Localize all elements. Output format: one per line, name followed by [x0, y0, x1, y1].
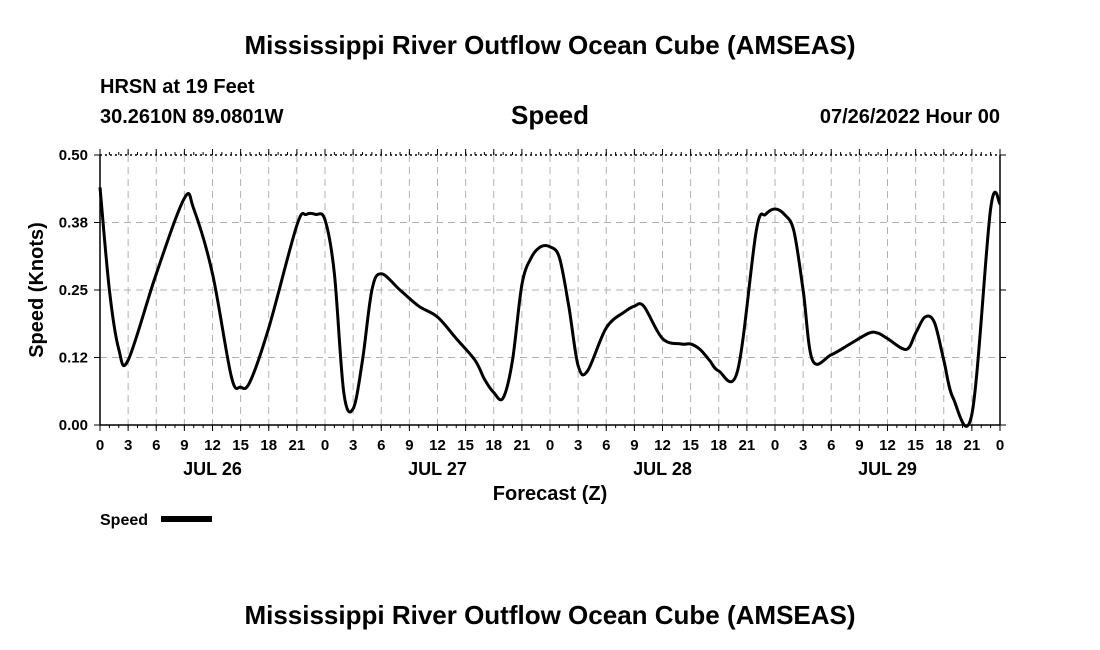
x-tick-label: 21 [964, 437, 981, 454]
x-tick-label: 15 [457, 437, 474, 454]
day-label: JUL 29 [858, 459, 917, 479]
grid-lines [100, 155, 1000, 425]
x-tick-label: 12 [204, 437, 221, 454]
day-label: JUL 26 [183, 459, 242, 479]
x-tick-label: 18 [710, 437, 727, 454]
x-tick-label: 0 [996, 437, 1004, 454]
forecast-date-label: 07/26/2022 Hour 00 [819, 106, 1000, 128]
x-axis-label: Forecast (Z) [493, 483, 607, 505]
x-tick-label: 3 [124, 437, 132, 454]
x-tick-label: 6 [827, 437, 835, 454]
x-tick-label: 6 [377, 437, 385, 454]
station-label: HRSN at 19 Feet [100, 76, 255, 98]
x-tick-label: 15 [232, 437, 249, 454]
y-tick-label: 0.00 [59, 417, 88, 434]
chart-subtitle: Speed [510, 100, 590, 130]
speed-chart: 0 3 6 9 12 15 18 21 0 3 6 9 12 15 18 21 0 3 6 9 12 15 18 21 0 3 6 9… [26, 147, 1006, 529]
x-tick-label: 21 [514, 437, 531, 454]
x-tick-label: 0 [771, 437, 779, 454]
x-tick-label: 3 [349, 437, 357, 454]
day-label: JUL 27 [408, 459, 467, 479]
x-tick-label: 15 [682, 437, 699, 454]
x-tick-label: 15 [907, 437, 924, 454]
x-tick-label: 3 [799, 437, 807, 454]
y-tick-label: 0.25 [59, 282, 88, 299]
axes [94, 149, 1006, 431]
day-label: JUL 28 [633, 459, 692, 479]
legend-label: Speed [100, 512, 148, 529]
coordinates-label: 30.2610N 89.0801W [100, 106, 284, 128]
speed-series-line [98, 187, 1002, 428]
tick-labels: 0 3 6 9 12 15 18 21 0 3 6 9 12 15 18 21 0 3 6 9 12 15 18 21 0 3 6 9… [59, 147, 1004, 479]
x-tick-label: 0 [96, 437, 104, 454]
legend-swatch [161, 516, 212, 522]
x-tick-label: 6 [152, 437, 160, 454]
x-tick-label: 12 [429, 437, 446, 454]
bottom-title: Mississippi River Outflow Ocean Cube (AM… [244, 600, 856, 630]
x-tick-label: 9 [180, 437, 188, 454]
x-tick-label: 12 [879, 437, 896, 454]
x-tick-label: 18 [260, 437, 277, 454]
legend: Speed [100, 512, 212, 529]
y-axis-label: Speed (Knots) [26, 222, 48, 358]
x-tick-label: 0 [321, 437, 329, 454]
x-tick-label: 9 [405, 437, 413, 454]
y-tick-label: 0.50 [59, 147, 88, 164]
x-tick-label: 6 [602, 437, 610, 454]
series-group [98, 187, 1002, 428]
y-tick-label: 0.38 [59, 215, 88, 232]
chart-title: Mississippi River Outflow Ocean Cube (AM… [244, 30, 856, 60]
x-tick-label: 21 [739, 437, 756, 454]
x-tick-label: 18 [935, 437, 952, 454]
x-tick-label: 18 [485, 437, 502, 454]
x-tick-label: 0 [546, 437, 554, 454]
x-tick-label: 3 [574, 437, 582, 454]
y-tick-label: 0.12 [59, 350, 88, 367]
x-tick-label: 21 [289, 437, 306, 454]
x-tick-label: 9 [630, 437, 638, 454]
x-tick-label: 9 [855, 437, 863, 454]
x-tick-label: 12 [654, 437, 671, 454]
